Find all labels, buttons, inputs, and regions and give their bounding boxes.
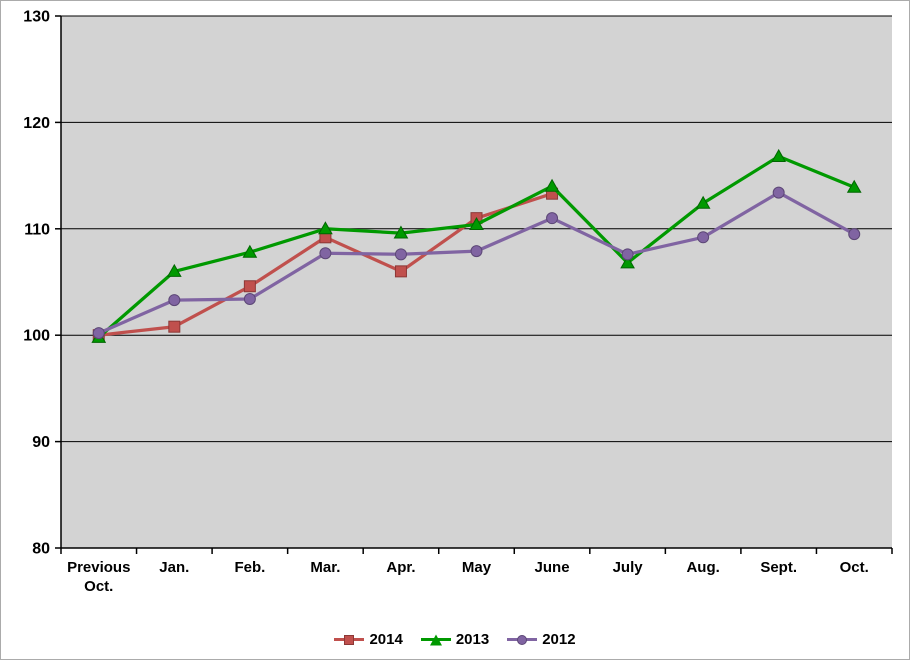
svg-text:June: June [535, 559, 570, 576]
svg-text:130: 130 [23, 9, 50, 26]
legend-square-marker-icon [334, 632, 365, 647]
svg-text:Mar.: Mar. [310, 559, 340, 576]
svg-text:Apr.: Apr. [386, 559, 415, 576]
svg-text:Feb.: Feb. [234, 559, 265, 576]
legend-item-2012: 2012 [507, 631, 576, 648]
legend-label-2013: 2013 [455, 631, 490, 648]
legend-item-2014: 2014 [334, 631, 403, 648]
legend-circle-marker-icon [507, 632, 538, 647]
square-marker-icon [344, 634, 355, 645]
chart-legend: 2014 2013 2012 [1, 631, 909, 648]
svg-text:Oct.: Oct. [840, 559, 869, 576]
circle-marker-icon [517, 634, 528, 645]
svg-text:90: 90 [32, 434, 50, 451]
legend-triangle-marker-icon [420, 632, 451, 647]
legend-label-2014: 2014 [369, 631, 403, 648]
svg-text:July: July [613, 559, 644, 576]
legend-item-2013: 2013 [420, 631, 490, 648]
triangle-marker-icon [429, 634, 442, 645]
svg-text:110: 110 [24, 221, 50, 238]
svg-text:Sept.: Sept. [760, 559, 797, 576]
svg-text:Aug.: Aug. [686, 559, 719, 576]
svg-text:120: 120 [23, 115, 50, 132]
svg-text:May: May [462, 559, 492, 576]
svg-text:80: 80 [32, 541, 50, 558]
svg-text:100: 100 [23, 328, 50, 345]
svg-text:Jan.: Jan. [159, 559, 189, 576]
legend-label-2012: 2012 [542, 631, 576, 648]
